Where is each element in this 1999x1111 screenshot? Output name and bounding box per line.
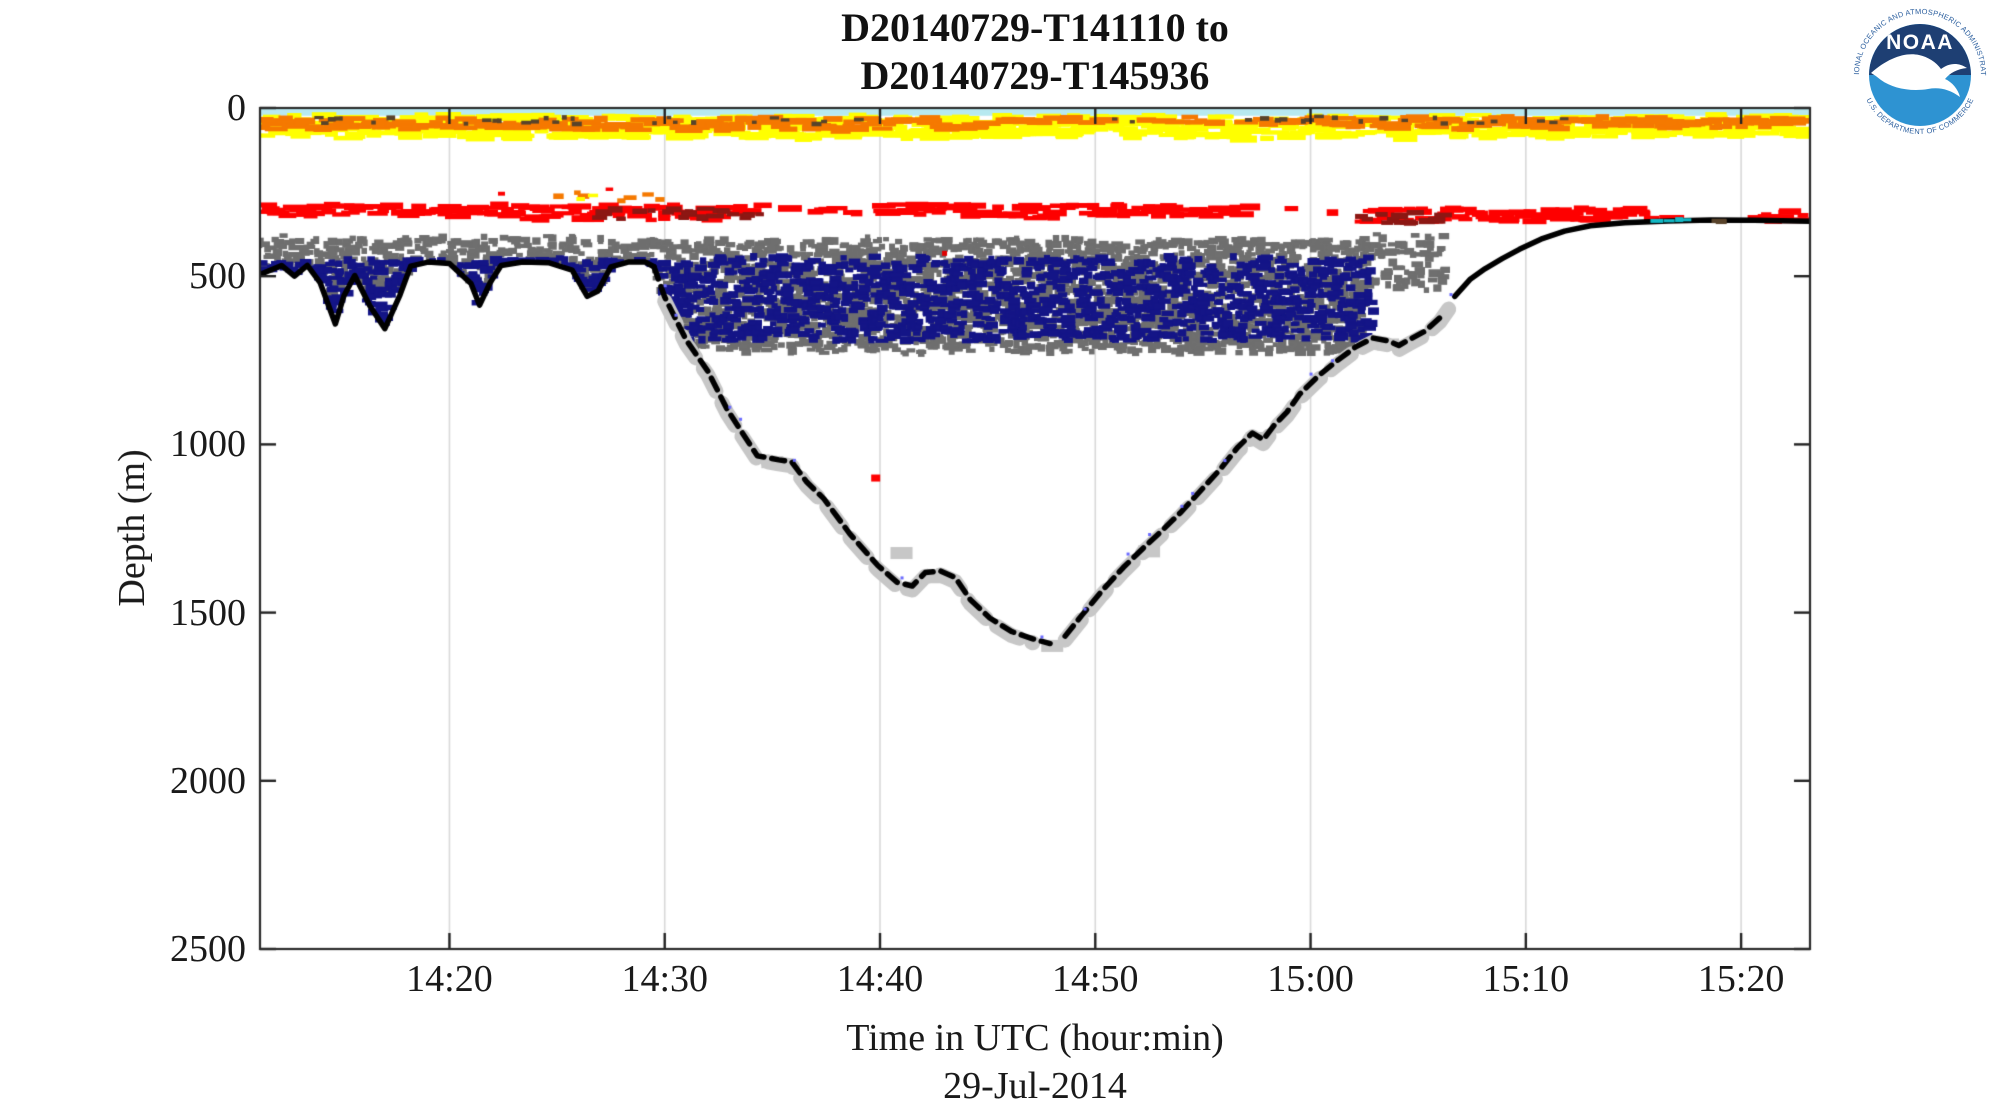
y-tick-label: 500 [189,255,246,298]
x-tick-label: 14:50 [1051,958,1139,1000]
y-tick-label: 1000 [170,423,246,466]
logo-emblem: NOAA [1869,24,1971,126]
y-axis-label: Depth (m) [111,449,153,607]
y-tick-label: 1500 [170,591,246,634]
x-tick-label: 14:30 [621,958,708,1000]
x-tick-label: 14:40 [836,958,924,1000]
y-tick-label: 0 [227,87,246,129]
logo-noaa-text: NOAA [1886,31,1954,54]
chart-title-line2: D20140729-T145936 [860,53,1210,98]
x-tick-label: 14:20 [406,958,493,1000]
chart-title: D20140729-T141110 to D20140729-T145936 [260,4,1810,100]
noaa-logo: NOAA NATIONAL OCEANIC AND ATMOSPHERIC AD… [1845,0,1994,149]
y-tick-label: 2000 [170,759,246,802]
chart-title-line1: D20140729-T141110 to [841,5,1229,50]
y-tick-label: 2500 [170,928,246,970]
x-axis-date: 29-Jul-2014 [943,1065,1127,1107]
x-tick-label: 15:20 [1697,958,1785,1000]
seagull-icon [1871,54,1967,97]
x-axis-label: Time in UTC (hour:min) [846,1017,1224,1059]
x-tick-label: 15:00 [1267,958,1354,1000]
x-tick-label: 15:10 [1482,958,1570,1000]
